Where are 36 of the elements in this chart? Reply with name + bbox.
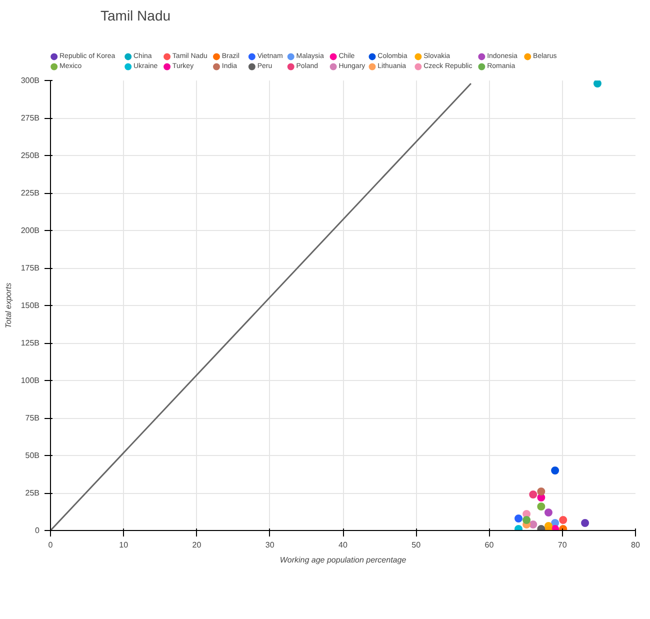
point: [529, 520, 538, 528]
y-tick-label: 25B: [25, 488, 40, 498]
y-tick-label: 125B: [20, 338, 40, 348]
point: [593, 80, 602, 88]
point: [529, 490, 538, 498]
y-tick-label: 150B: [20, 301, 40, 310]
y-axis-title: Total exports: [4, 282, 13, 328]
x-tick-label: 40: [338, 540, 348, 550]
y-tick-label: 200B: [20, 226, 40, 235]
point: [537, 502, 546, 510]
x-axis-title: Working age population percentage: [280, 556, 407, 564]
x-tick-label: 60: [484, 540, 494, 550]
point: [581, 519, 590, 527]
x-tick-label: 0: [48, 540, 54, 550]
point: [537, 488, 546, 496]
y-tick-label: 225B: [20, 188, 40, 198]
x-tick-label: 30: [265, 540, 275, 550]
point: [559, 516, 568, 524]
point: [551, 466, 560, 474]
x-tick-label: 80: [631, 540, 640, 550]
x-tick-label: 20: [192, 540, 202, 550]
point: [544, 508, 552, 516]
x-tick-label: 50: [412, 540, 422, 550]
point: [522, 516, 531, 524]
x-tick-label: 10: [119, 540, 129, 550]
y-tick-label: 250B: [20, 151, 40, 160]
y-tick-label: 75B: [25, 414, 40, 422]
y-tick-label: 100B: [20, 376, 40, 385]
chart-title: Tamil Nadu: [100, 8, 171, 24]
x-tick-label: 70: [558, 540, 568, 550]
point: [514, 514, 522, 522]
y-tick-label: 50B: [25, 451, 40, 460]
y-tick-label: 0: [35, 526, 40, 535]
y-tick-label: 175B: [20, 264, 40, 272]
y-tick-label: 275B: [20, 114, 40, 122]
y-tick-label: 300B: [20, 76, 40, 85]
